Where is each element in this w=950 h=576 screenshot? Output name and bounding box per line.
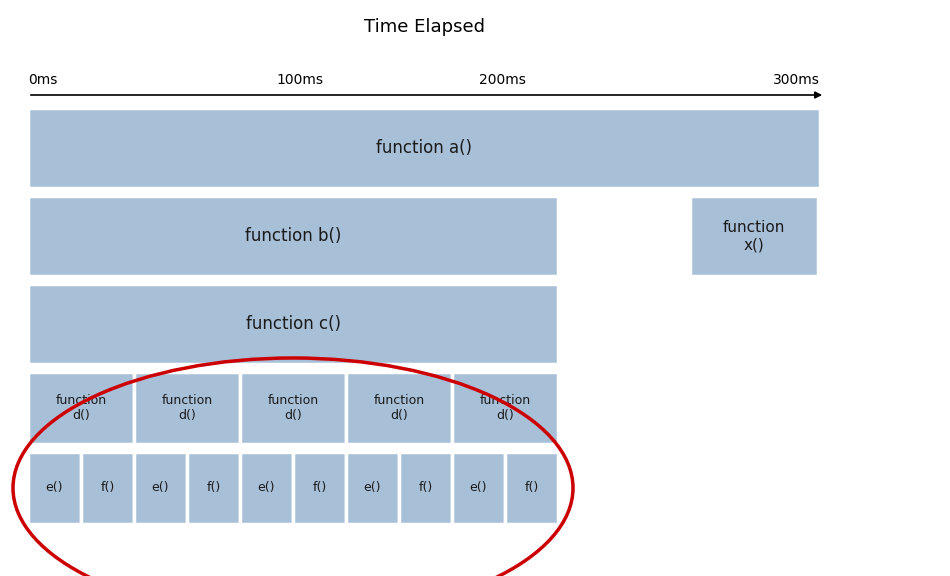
Text: f(): f() [101,482,115,495]
Bar [134,372,240,444]
Text: e(): e() [152,482,169,495]
Bar [346,452,399,524]
Text: 0ms: 0ms [28,73,57,87]
Text: function
d(): function d() [373,394,425,422]
Text: function c(): function c() [245,315,340,333]
Text: f(): f() [524,482,539,495]
Bar [399,452,452,524]
Text: f(): f() [206,482,220,495]
Bar [293,452,346,524]
Text: 200ms: 200ms [479,73,525,87]
Bar [505,452,558,524]
Bar [690,196,818,276]
Bar [240,452,293,524]
Text: function b(): function b() [245,227,341,245]
Text: Time Elapsed: Time Elapsed [364,18,484,36]
Text: 300ms: 300ms [773,73,820,87]
Bar [452,372,558,444]
Bar [28,196,558,276]
Bar [28,284,558,364]
Text: f(): f() [418,482,432,495]
Bar [28,108,820,188]
Bar [28,452,81,524]
Text: e(): e() [257,482,276,495]
Bar [240,372,346,444]
Text: function
x(): function x() [723,220,786,252]
Bar [134,452,187,524]
Text: function
d(): function d() [55,394,106,422]
Text: e(): e() [469,482,487,495]
Bar [187,452,240,524]
Text: e(): e() [46,482,64,495]
Bar [452,452,505,524]
Text: f(): f() [313,482,327,495]
Text: 100ms: 100ms [276,73,324,87]
Text: e(): e() [364,482,381,495]
Text: function
d(): function d() [480,394,530,422]
Bar [81,452,134,524]
Text: function
d(): function d() [268,394,318,422]
Bar [28,372,134,444]
Bar [346,372,452,444]
Text: function a(): function a() [376,139,472,157]
Text: function
d(): function d() [162,394,213,422]
